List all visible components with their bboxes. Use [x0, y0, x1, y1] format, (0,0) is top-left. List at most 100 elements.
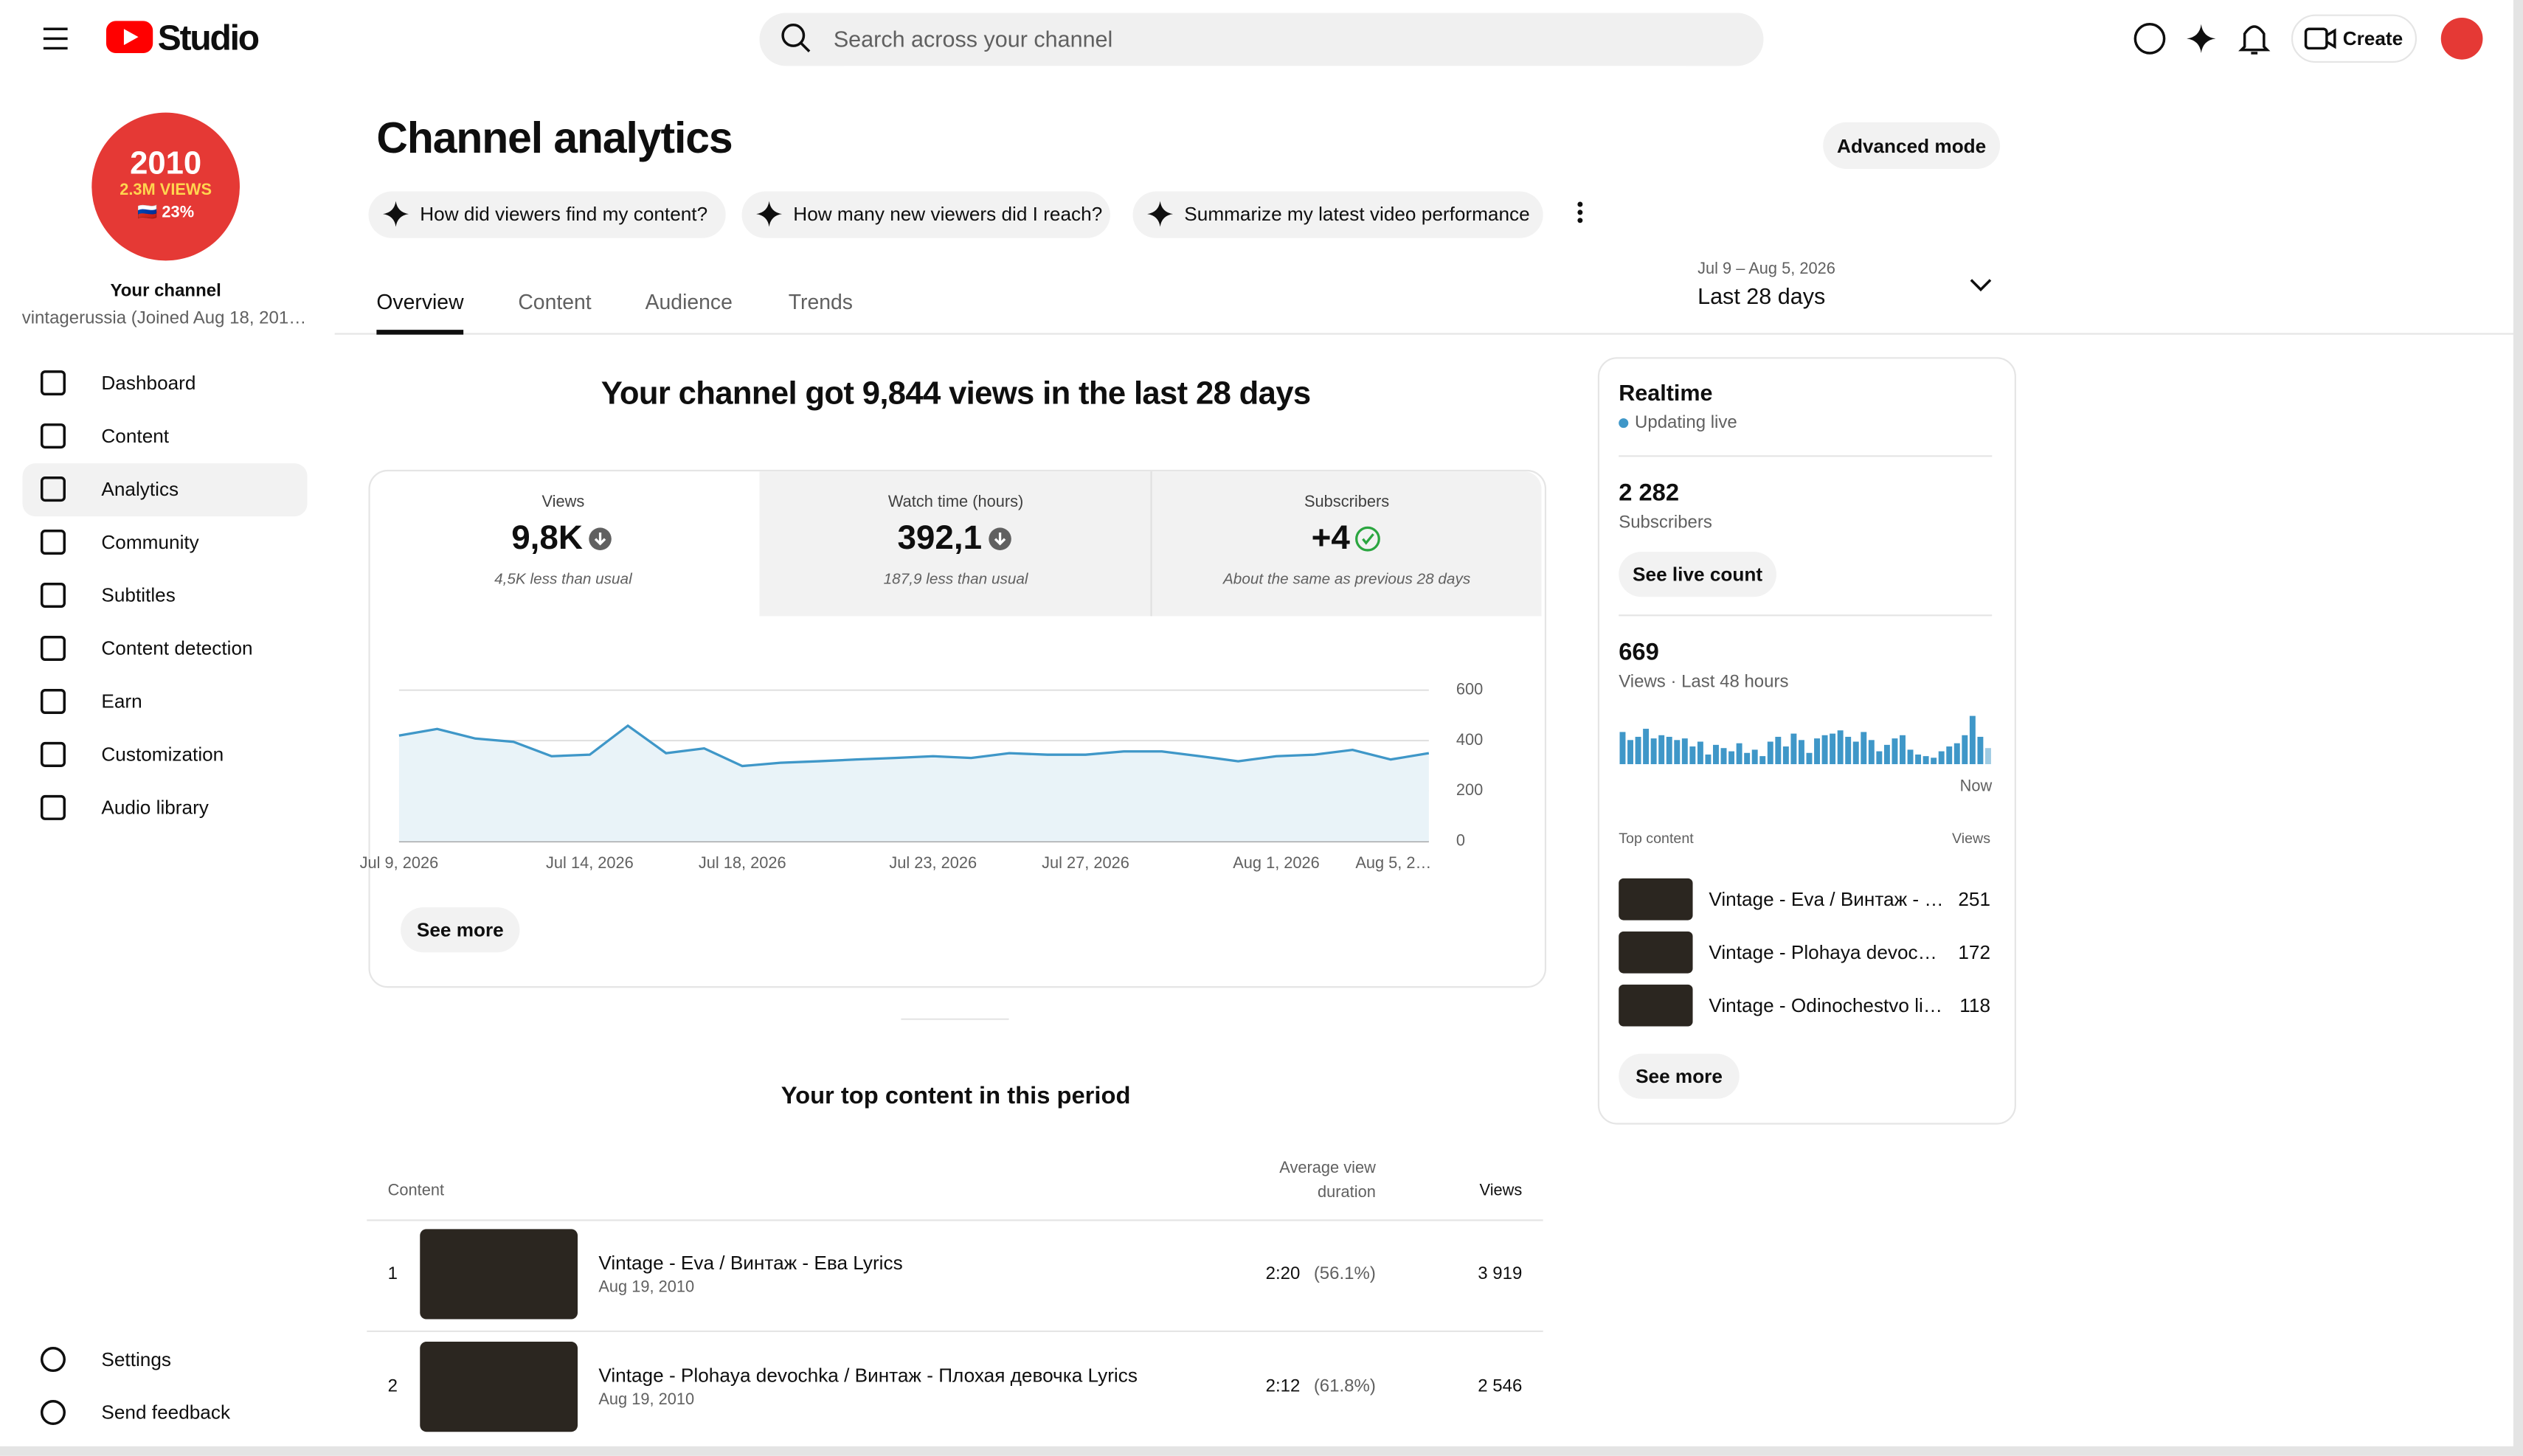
metric-value[interactable]: 9,8K	[511, 519, 583, 557]
nav-icon	[40, 583, 66, 609]
account-avatar[interactable]	[2440, 17, 2483, 60]
prompt-chip[interactable]	[368, 191, 726, 238]
duration: 2:12	[1265, 1377, 1301, 1397]
nav-item[interactable]: Community	[101, 530, 199, 554]
video-title[interactable]: Vintage - Plohaya devochka / Винтаж - Пл…	[598, 1364, 1138, 1387]
subscriber-count: 2 282	[1619, 479, 1680, 507]
button-label: See more	[1636, 1064, 1723, 1088]
nav-item[interactable]: Send feedback	[101, 1401, 231, 1424]
metric-label[interactable]: Watch time (hours)	[887, 493, 1024, 512]
line	[398, 724, 1430, 768]
nav-icon	[40, 370, 66, 396]
metric-label[interactable]: Views	[541, 493, 585, 512]
x-tick-label: Now	[1960, 776, 1993, 794]
tab[interactable]: Content	[518, 289, 592, 314]
help-icon[interactable]	[2133, 22, 2166, 55]
metric-note: 4,5K less than usual	[494, 571, 632, 589]
row-title[interactable]: Vintage - Odinochestvo li…	[1709, 994, 1943, 1017]
thumbnail[interactable]	[1619, 931, 1693, 974]
advanced-mode-button[interactable]: Advanced mode	[1823, 122, 2001, 170]
prompt-text[interactable]: How did viewers find my content?	[420, 202, 708, 226]
row-title[interactable]: Vintage - Eva / Винтаж - …	[1709, 887, 1944, 911]
thumbnail[interactable]	[420, 1342, 578, 1432]
nav-icon	[40, 688, 66, 714]
hamburger-icon[interactable]	[43, 27, 68, 50]
bar	[1775, 736, 1782, 765]
prompt-text[interactable]: How many new viewers did I reach?	[793, 202, 1103, 226]
see-more-button[interactable]: See more	[401, 907, 520, 953]
sparkle-icon	[1147, 201, 1174, 227]
period[interactable]: Last 28 days	[1697, 282, 1826, 309]
nav-item[interactable]: Content	[101, 424, 170, 448]
search-bar[interactable]	[759, 13, 1764, 66]
bell-icon[interactable]	[2238, 25, 2271, 55]
metric-value[interactable]: +4	[1311, 519, 1350, 557]
divider	[334, 333, 2523, 335]
video-title[interactable]: Vintage - Eva / Винтаж - Ева Lyrics	[598, 1251, 903, 1275]
create-label[interactable]: Create	[2342, 27, 2403, 50]
x-tick-label: Jul 18, 2026	[699, 853, 786, 872]
tab[interactable]: Overview	[376, 289, 464, 314]
sparkle-icon[interactable]	[2187, 24, 2216, 53]
nav-item[interactable]: Dashboard	[101, 371, 196, 395]
bar	[1876, 751, 1883, 765]
divider	[367, 1330, 1543, 1332]
channel-name: vintagerussia (Joined Aug 18, 201…	[21, 308, 307, 328]
bar	[1931, 758, 1937, 765]
logo-play	[123, 29, 139, 46]
nav-item[interactable]: Subtitles	[101, 583, 176, 607]
nav-item[interactable]: Analytics	[101, 477, 179, 501]
nav-item[interactable]: Audio library	[101, 796, 209, 819]
nav-item[interactable]: Content detection	[101, 637, 253, 660]
column-header: Content	[387, 1182, 445, 1201]
divider	[1619, 455, 1993, 457]
row-title[interactable]: Vintage - Plohaya devoc…	[1709, 940, 1937, 964]
live-count-button[interactable]: See live count	[1619, 552, 1776, 597]
tab[interactable]: Audience	[645, 289, 733, 314]
views-count: 669	[1619, 638, 1659, 666]
bar	[1619, 732, 1626, 765]
bar	[1900, 735, 1906, 765]
create-button[interactable]	[2291, 14, 2418, 63]
bar	[1728, 751, 1735, 765]
tab-underline	[376, 330, 464, 335]
channel-label: Your channel	[110, 281, 221, 301]
thumbnail[interactable]	[1619, 984, 1693, 1027]
search-icon[interactable]	[781, 24, 811, 53]
bar	[1946, 746, 1953, 765]
bar	[1658, 735, 1665, 765]
window-edge	[0, 1446, 2523, 1456]
nav-item[interactable]: Settings	[101, 1348, 171, 1371]
x-tick-label: Aug 5, 2…	[1355, 853, 1431, 872]
bar	[1962, 735, 1968, 765]
tab[interactable]: Trends	[788, 289, 853, 314]
bar	[1861, 732, 1867, 765]
chevron-icon[interactable]	[1970, 279, 1992, 292]
x-tick-label: Jul 27, 2026	[1042, 853, 1129, 872]
check-mark	[1362, 533, 1374, 545]
search-placeholder[interactable]: Search across your channel	[833, 25, 1113, 52]
prompt-chip[interactable]	[741, 191, 1110, 238]
nav-item[interactable]: Earn	[101, 690, 142, 713]
metric-note: About the same as previous 28 days	[1222, 571, 1471, 589]
bar	[1635, 736, 1641, 765]
channel-avatar[interactable]	[91, 112, 240, 261]
bar	[1984, 748, 1991, 765]
logo-text[interactable]: Studio	[157, 17, 260, 58]
prompt-text[interactable]: Summarize my latest video performance	[1184, 202, 1530, 226]
nav-item[interactable]: Customization	[101, 743, 224, 766]
thumbnail[interactable]	[1619, 878, 1693, 921]
views-label: Views · Last 48 hours	[1619, 672, 1789, 692]
realtime-title: Realtime	[1619, 379, 1713, 406]
camera-icon[interactable]	[2304, 27, 2336, 50]
date-range[interactable]: Jul 9 – Aug 5, 2026	[1697, 260, 1835, 279]
nav-icon	[40, 1400, 66, 1426]
kebab-icon[interactable]	[1577, 201, 1583, 223]
prompt-chip[interactable]	[1132, 191, 1543, 238]
see-more-button[interactable]: See more	[1619, 1053, 1740, 1099]
thumbnail[interactable]	[420, 1229, 578, 1320]
metric-label[interactable]: Subscribers	[1304, 493, 1390, 512]
metric-value[interactable]: 392,1	[897, 519, 983, 557]
nav-icon	[40, 635, 66, 662]
bar	[1907, 749, 1914, 765]
